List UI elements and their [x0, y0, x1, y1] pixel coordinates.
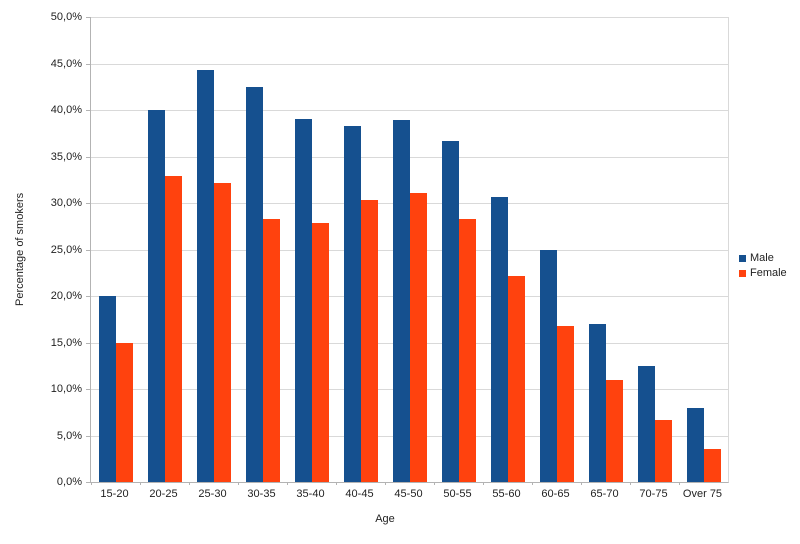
x-tick-mark [483, 482, 484, 485]
y-tick-mark [86, 203, 90, 204]
x-tick-mark [532, 482, 533, 485]
y-axis-tick-labels: 0,0% 5,0% 10,0% 15,0% 20,0% 25,0% 30,0% 35,0% 40… [0, 11, 82, 488]
bar-male-60-65 [539, 250, 557, 482]
bar-female-over-75 [703, 448, 721, 482]
bar-male-35-40 [294, 119, 312, 482]
bar-female-55-60 [507, 275, 525, 482]
x-tick-label: 30-35 [247, 488, 276, 500]
y-tick-mark [86, 156, 90, 158]
gridline-35 [91, 156, 728, 158]
x-tick-label: 15-20 [100, 488, 129, 500]
bar-male-55-60 [490, 196, 508, 482]
bar-male-over-75 [686, 407, 704, 482]
y-tick-mark [86, 389, 90, 390]
y-tick-mark [86, 435, 90, 437]
bar-male-20-25 [147, 110, 165, 482]
bar-female-65-70 [605, 379, 623, 482]
bar-male-70-75 [637, 365, 655, 482]
y-tick-mark [86, 63, 90, 65]
legend-label: Female [750, 267, 787, 279]
y-tick-label: 45,0% [50, 57, 82, 70]
y-tick-label: 25,0% [50, 243, 82, 256]
x-tick-mark [630, 482, 631, 485]
bar-female-50-55 [458, 218, 476, 482]
x-tick-mark [336, 482, 337, 485]
y-tick-label: 15,0% [50, 336, 82, 349]
y-tick-label: 5,0% [56, 429, 82, 442]
legend-label: Male [750, 252, 774, 264]
bar-male-15-20 [98, 296, 116, 482]
bar-male-45-50 [392, 120, 410, 482]
y-tick-mark [86, 17, 90, 18]
x-tick-label: 45-50 [394, 488, 423, 500]
x-tick-label: Over 75 [682, 488, 723, 500]
y-tick-mark [86, 110, 90, 111]
legend: Male Female [739, 252, 787, 282]
x-tick-mark [287, 482, 288, 485]
bar-female-45-50 [409, 192, 427, 482]
y-tick-label: 30,0% [50, 197, 82, 209]
y-tick-label: 40,0% [50, 104, 82, 116]
legend-swatch-icon [739, 269, 746, 277]
y-tick-label: 0,0% [56, 476, 82, 488]
y-tick-label: 10,0% [50, 383, 82, 395]
y-tick-mark [86, 296, 90, 297]
x-tick-mark [189, 482, 190, 485]
bar-female-15-20 [115, 342, 133, 482]
bar-male-30-35 [245, 86, 263, 482]
legend-swatch-icon [739, 254, 746, 262]
plot-area [86, 17, 729, 485]
x-tick-label: 55-60 [492, 488, 521, 500]
y-tick-mark [86, 342, 90, 344]
bar-female-25-30 [213, 182, 231, 482]
x-tick-label: 35-40 [296, 488, 325, 500]
bar-female-20-25 [164, 176, 182, 482]
legend-entry-female: Female [739, 267, 787, 279]
y-tick-label: 50,0% [50, 11, 82, 23]
bar-male-40-45 [343, 125, 361, 482]
y-tick-label: 20,0% [50, 290, 82, 302]
x-tick-label: 40-45 [345, 488, 374, 500]
x-tick-mark [679, 482, 680, 485]
bar-female-60-65 [556, 325, 574, 482]
x-tick-mark [91, 482, 92, 485]
x-tick-mark [140, 482, 141, 485]
x-axis-title: Age [375, 513, 395, 525]
gridline-45 [91, 63, 728, 65]
x-tick-mark [434, 482, 435, 485]
x-tick-label: 60-65 [541, 488, 570, 500]
x-axis-tick-labels: 15-20 20-25 25-30 30-35 35-40 40-45 45-50 50-55… [90, 488, 727, 502]
bar-female-40-45 [360, 200, 378, 482]
bar-male-50-55 [441, 140, 459, 482]
x-tick-mark [238, 482, 239, 485]
bar-female-30-35 [262, 218, 280, 482]
y-tick-mark [86, 249, 90, 251]
y-tick-mark [86, 482, 90, 483]
bar-male-25-30 [196, 70, 214, 482]
x-tick-label: 50-55 [443, 488, 472, 500]
legend-entry-male: Male [739, 252, 787, 264]
x-tick-mark [385, 482, 386, 485]
bar-female-35-40 [311, 222, 329, 482]
x-tick-label: 65-70 [590, 488, 619, 500]
gridline-40 [91, 110, 728, 111]
x-tick-mark [581, 482, 582, 485]
x-tick-label: 20-25 [149, 488, 178, 500]
gridline-50 [91, 17, 728, 18]
bar-male-65-70 [588, 323, 606, 482]
x-tick-label: 25-30 [198, 488, 227, 500]
y-tick-label: 35,0% [50, 150, 82, 163]
bar-female-70-75 [654, 419, 672, 482]
x-tick-label: 70-75 [639, 488, 668, 500]
